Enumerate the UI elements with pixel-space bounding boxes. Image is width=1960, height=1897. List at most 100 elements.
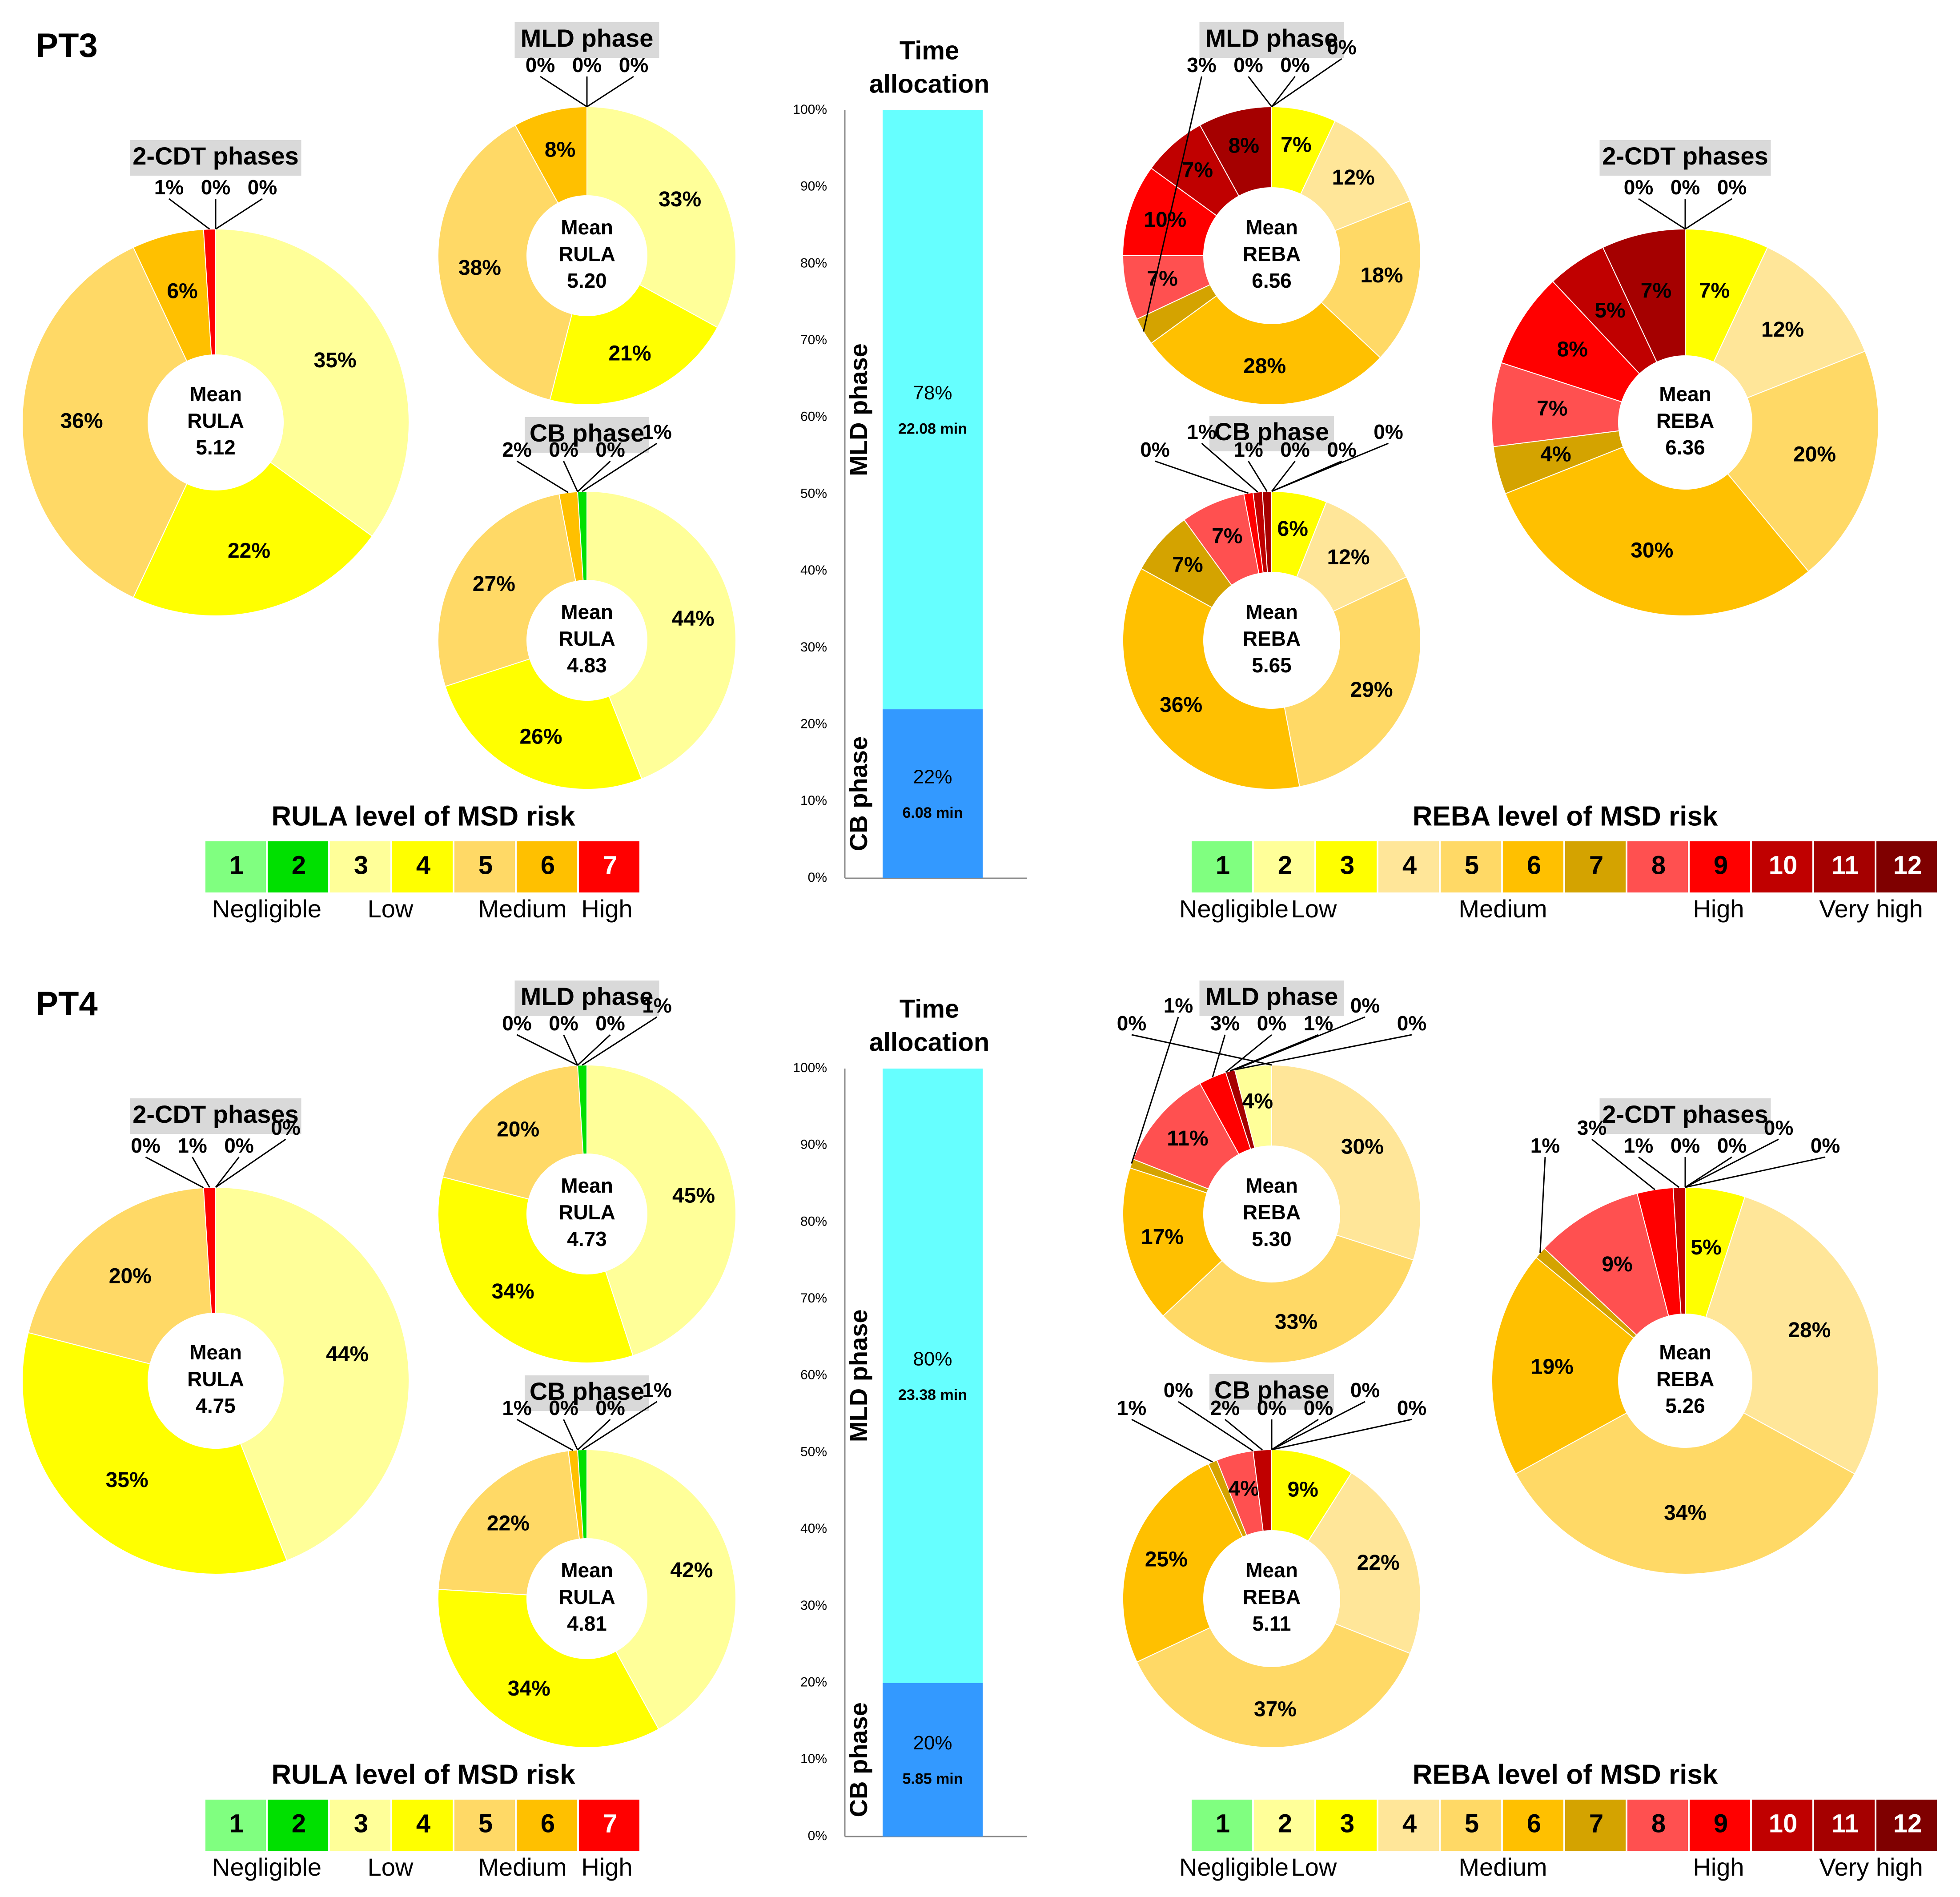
donut-leader-level-7	[169, 198, 210, 230]
rula-legend-level-6: 6	[541, 1809, 555, 1838]
rula-legend-level-1: 1	[229, 851, 244, 880]
reba-legend-level-8: 8	[1651, 851, 1666, 880]
donut-title-box	[1199, 22, 1344, 58]
donut-leader-level-2	[1271, 1419, 1412, 1451]
donut-title-box	[1599, 140, 1771, 176]
donut-title-box	[525, 417, 649, 453]
donut-label-level-1: 0%	[1397, 1012, 1426, 1035]
reba-legend-swatch-6	[1503, 841, 1563, 892]
rula-legend-title: RULA level of MSD risk	[271, 1759, 575, 1790]
reba-legend-swatch-8	[1627, 1800, 1688, 1851]
donut-title: CB phase	[1214, 418, 1329, 446]
rula-legend-level-3: 3	[354, 851, 368, 880]
donut-label-level-11: 8%	[1229, 134, 1259, 158]
time-bar-label-cb: 20%	[913, 1732, 952, 1754]
donut-slice-level-5	[442, 1065, 584, 1200]
donut-mean-method: REBA	[1243, 242, 1301, 265]
donut-slice-level-3	[215, 1186, 410, 1561]
donut-leader-level-7	[563, 1034, 578, 1066]
rula-legend-level-5: 5	[478, 851, 493, 880]
donut-title: MLD phase	[521, 24, 654, 52]
donut-label-level-8: 11%	[1167, 1127, 1208, 1150]
donut-label-level-11: 1%	[1304, 1012, 1333, 1035]
donut-label-level-10: 7%	[1182, 159, 1213, 182]
donut-mean-method: RULA	[558, 1201, 615, 1224]
donut-mean-value: 6.36	[1665, 436, 1705, 459]
time-tick: 90%	[800, 179, 827, 194]
time-bar-mld	[883, 110, 983, 710]
time-tick: 80%	[800, 256, 827, 270]
donut-label-level-7: 0%	[549, 1396, 578, 1419]
donut-title-box	[514, 981, 659, 1016]
donut-mean-method: RULA	[187, 409, 244, 432]
reba-legend-title: REBA level of MSD risk	[1413, 801, 1718, 832]
donut-leader-level-3	[1131, 1034, 1272, 1066]
reba-legend-swatch-1	[1192, 841, 1252, 892]
donut-label-level-7: 0%	[549, 1012, 578, 1035]
donut-label-level-4: 34%	[508, 1677, 550, 1700]
donut-slice-level-3	[1685, 228, 1768, 363]
donut-label-level-12: 0%	[1717, 1134, 1747, 1157]
donut-label-level-4: 28%	[1788, 1318, 1831, 1342]
time-tick: 100%	[793, 1061, 827, 1075]
donut-title: MLD phase	[521, 982, 654, 1010]
donut-leader-level-12	[1638, 198, 1686, 230]
reba-legend-band: Negligible	[1179, 1853, 1289, 1881]
donut-label-level-3: 7%	[1281, 133, 1311, 157]
donut-leader-level-10	[1225, 1034, 1272, 1073]
rula-legend-band: Medium	[478, 895, 566, 923]
reba-legend-band: Negligible	[1179, 895, 1289, 923]
donut-mean-value: 5.65	[1252, 654, 1292, 677]
donut-slice-level-6	[1150, 295, 1381, 405]
donut-label-level-6: 1%	[502, 1396, 531, 1419]
time-tick: 90%	[800, 1137, 827, 1152]
donut-rula-cb-phase: CB phase 42% 34% 22% 1% 0% 0% 1% Mean RULA 4.81	[438, 1375, 736, 1748]
donut-slice-level-8	[1543, 1193, 1669, 1336]
donut-slice-level-4	[1271, 1064, 1421, 1261]
donut-label-level-7: 4%	[1540, 442, 1571, 466]
donut-label-level-6: 0%	[502, 1012, 531, 1035]
donut-label-level-4: 26%	[519, 725, 562, 749]
donut-slice-level-3	[586, 1064, 736, 1356]
time-tick: 20%	[800, 717, 827, 731]
donut-leader-level-7	[1131, 1419, 1213, 1463]
donut-label-level-3: 5%	[1691, 1236, 1721, 1259]
rula-legend-swatch-4	[392, 841, 453, 892]
donut-label-level-4: 22%	[228, 539, 270, 563]
donut-leader-level-6	[516, 1419, 574, 1451]
donut-leader-level-2	[582, 442, 658, 492]
reba-legend-swatch-7	[1565, 1800, 1626, 1851]
donut-title-box	[130, 140, 301, 176]
donut-leader-level-2	[1685, 1156, 1826, 1188]
donut-reba-2-cdt-phases: 2-CDT phases 7% 12% 20% 30% 4% 7% 8% 5% 7% 0% 0% 0% M…	[1491, 140, 1879, 616]
donut-title: 2-CDT phases	[1602, 1100, 1768, 1128]
donut-label-level-10: 2%	[1210, 1396, 1240, 1419]
donut-label-level-9: 3%	[1577, 1116, 1607, 1139]
donut-label-level-4: 22%	[1357, 1551, 1400, 1575]
donut-label-level-4: 34%	[492, 1280, 534, 1303]
rula-legend-band: Negligible	[212, 895, 321, 923]
donut-label-level-1: 0%	[1764, 1116, 1793, 1139]
time-tick: 70%	[800, 1291, 827, 1306]
rula-legend-level-4: 4	[416, 851, 430, 880]
reba-legend-band: Very high	[1819, 895, 1923, 923]
donut-label-level-4: 12%	[1327, 546, 1370, 569]
donut-leader-level-7	[563, 461, 578, 492]
donut-title-box	[514, 22, 659, 58]
time-tick: 60%	[800, 410, 827, 424]
donut-label-level-1: 0%	[595, 1396, 625, 1419]
donut-leader-level-1	[577, 460, 611, 492]
donut-leader-level-1	[1271, 1401, 1366, 1451]
donut-leader-level-12	[1685, 1156, 1732, 1188]
donut-leader-level-9	[1212, 1034, 1226, 1077]
time-bar-minutes-mld: 22.08 min	[898, 421, 967, 438]
donut-mean-label: Mean	[561, 1559, 613, 1582]
reba-legend-band: High	[1693, 895, 1744, 923]
rula-legend-band: Medium	[478, 1853, 566, 1881]
rula-legend-band: Low	[368, 1853, 414, 1881]
reba-legend-level-12: 12	[1893, 1809, 1922, 1838]
donut-label-level-6: 17%	[1141, 1226, 1184, 1249]
donut-mean-label: Mean	[561, 600, 613, 623]
donut-slice-level-4	[1307, 1472, 1421, 1654]
donut-slice-level-4	[438, 1588, 659, 1748]
